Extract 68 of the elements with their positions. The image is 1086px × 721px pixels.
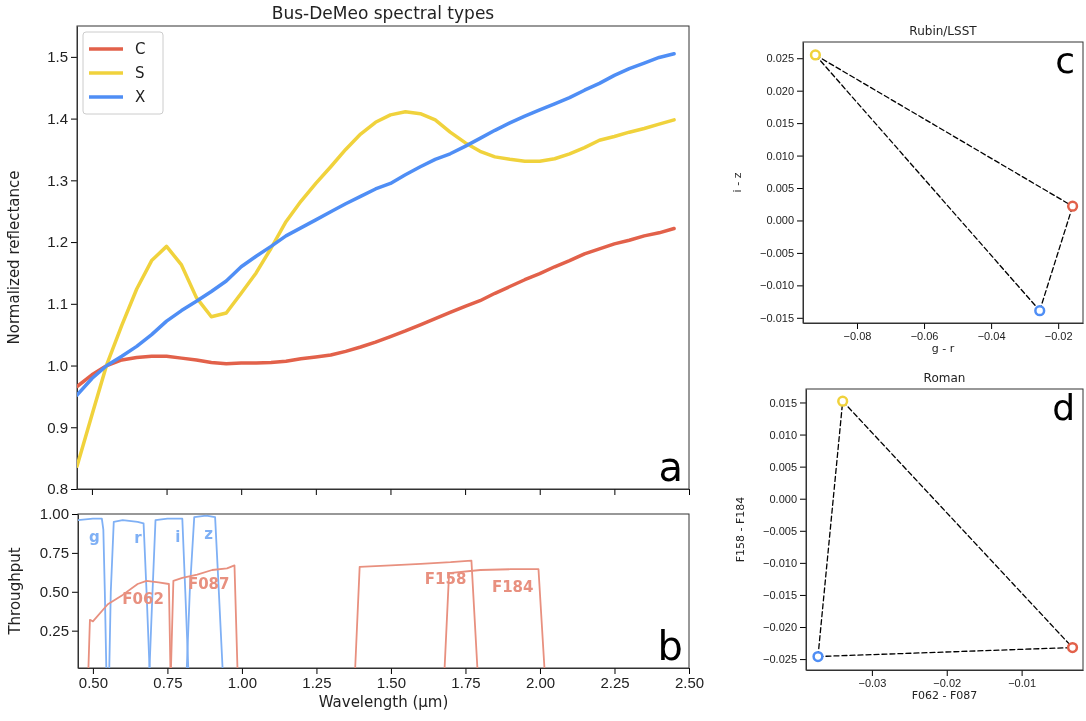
y-tick-label: −0.005 (760, 246, 794, 259)
y-tick-label: 0.015 (766, 117, 794, 130)
x-tick-label: 1.50 (376, 673, 407, 691)
x-tick-label: −0.08 (843, 329, 872, 342)
series-label: i (175, 527, 181, 546)
y-axis-title: Throughput (6, 547, 24, 636)
x-tick-label: 1.75 (451, 673, 481, 691)
y-tick-label: 0.9 (47, 418, 68, 436)
series-label: z (204, 524, 214, 543)
y-tick-label: 1.2 (47, 233, 68, 251)
y-tick-label: 0.8 (47, 480, 68, 498)
chart-title: Roman (923, 371, 966, 385)
x-tick-label: 0.75 (153, 673, 183, 691)
y-tick-label: 1.00 (39, 505, 69, 523)
y-tick-label: −0.015 (760, 311, 794, 324)
y-tick-label: 0.020 (766, 84, 794, 97)
x-axis-title: g - r (931, 341, 955, 355)
y-tick-label: −0.015 (763, 588, 797, 601)
y-tick-label: 1.3 (47, 171, 68, 189)
y-axis-title: F158 - F184 (734, 496, 747, 563)
y-tick-label: 1.4 (47, 109, 68, 127)
y-tick-label: 0.015 (769, 396, 797, 409)
x-tick-label: 1.25 (302, 673, 332, 691)
x-tick-label: 2.00 (525, 673, 556, 691)
annotation: a (658, 444, 683, 490)
y-tick-label: 0.50 (39, 583, 69, 601)
annotation: c (1055, 39, 1075, 81)
y-tick-label: 0.75 (39, 544, 69, 562)
x-axis-title: F062 - F087 (911, 688, 978, 702)
y-tick-label: −0.020 (763, 621, 797, 634)
y-tick-label: 1.0 (47, 356, 68, 374)
y-tick-label: 0.005 (766, 182, 794, 195)
series-label: g (89, 527, 100, 546)
x-tick-label: 2.50 (674, 673, 705, 691)
x-axis-title: Wavelength (μm) (318, 693, 449, 711)
x-tick-label: −0.04 (977, 329, 1006, 342)
legend-label: X (135, 87, 146, 106)
legend-label: S (135, 63, 145, 82)
x-tick-label: 1.00 (227, 673, 258, 691)
y-tick-label: 1.5 (47, 48, 68, 66)
y-tick-label: −0.010 (763, 556, 797, 569)
annotation: d (1052, 386, 1075, 428)
y-tick-label: 1.1 (47, 295, 68, 313)
y-axis-title: i - z (731, 172, 744, 193)
x-tick-label: −0.06 (910, 329, 939, 342)
y-tick-label: 0.010 (769, 428, 797, 441)
chart-title: Rubin/LSST (909, 24, 978, 38)
x-tick-label: 2.25 (600, 673, 630, 691)
x-tick-label: −0.03 (858, 676, 887, 689)
y-tick-label: 0.25 (39, 621, 69, 639)
x-tick-label: −0.01 (1008, 676, 1037, 689)
y-axis-title: Normalized reflectance (5, 170, 23, 345)
x-tick-label: 0.50 (78, 673, 108, 691)
x-tick-label: −0.02 (933, 676, 962, 689)
annotation: b (657, 623, 683, 669)
y-tick-label: 0.025 (766, 52, 794, 65)
chart-title: Bus-DeMeo spectral types (271, 3, 495, 23)
y-tick-label: −0.010 (760, 279, 794, 292)
y-tick-label: 0.010 (766, 149, 794, 162)
x-tick-label: −0.02 (1044, 329, 1073, 342)
y-tick-label: −0.005 (763, 524, 797, 537)
series-label: r (134, 529, 143, 548)
series-label: F184 (491, 578, 534, 597)
y-tick-label: 0.000 (769, 492, 797, 505)
legend-label: C (135, 39, 146, 58)
y-tick-label: −0.025 (763, 653, 797, 666)
y-tick-label: 0.000 (766, 214, 794, 227)
y-tick-label: 0.005 (769, 460, 797, 473)
